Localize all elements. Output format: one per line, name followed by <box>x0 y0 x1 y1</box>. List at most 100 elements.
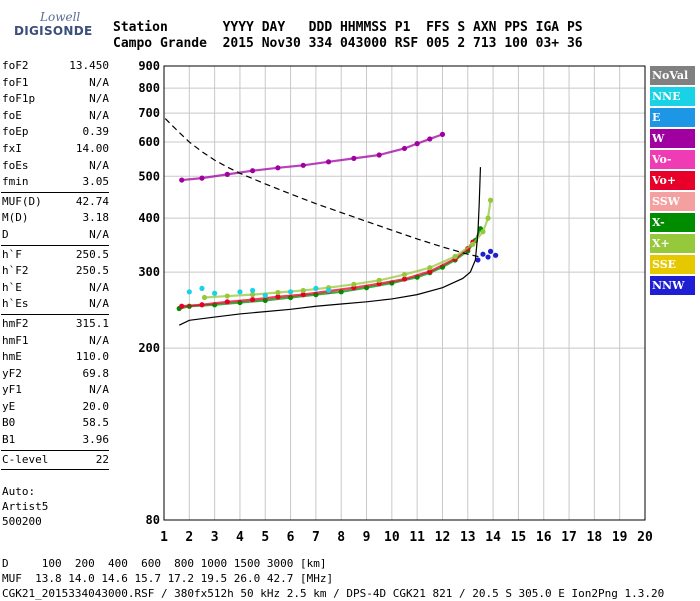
param-key: foF1 <box>2 75 29 89</box>
param-row: foF1 N/A <box>1 75 109 92</box>
auto-line2: Artist5 <box>2 500 49 513</box>
param-value: 22 <box>95 452 109 466</box>
legend-item-ssw: SSW <box>650 192 695 211</box>
x-tick-label: 19 <box>612 530 628 545</box>
legend-item-nne: NNE <box>650 87 695 106</box>
series-nne-point <box>212 290 218 296</box>
param-value: 58.5 <box>82 416 110 430</box>
series-nne-point <box>325 287 332 294</box>
x-tick-label: 3 <box>211 530 219 545</box>
x-tick-label: 7 <box>312 530 320 545</box>
header-line1: Station YYYY DAY DDD HHMMSS P1 FFS S AXN… <box>113 20 583 35</box>
param-row: M(D) 3.18 <box>1 210 109 227</box>
param-key: fmin <box>2 175 29 189</box>
param-key: h`F <box>2 247 22 261</box>
footer-line3: CGK21_2015334043000.RSF / 380fx512h 50 k… <box>2 587 665 600</box>
x-tick-label: 1 <box>160 530 168 545</box>
param-key: h`Es <box>2 297 29 311</box>
x-tick-label: 10 <box>384 530 400 545</box>
param-row: yE 20.0 <box>1 399 109 416</box>
param-key: foF2 <box>2 59 29 72</box>
logo-line1: Lowell <box>40 10 81 24</box>
footer: D 100 200 400 600 800 1000 1500 3000 [km… <box>2 556 664 601</box>
x-tick-label: 6 <box>287 530 295 545</box>
param-row: fmin 3.05 <box>1 174 109 191</box>
y-tick-label: 300 <box>138 265 160 279</box>
header-line2: Campo Grande 2015 Nov30 334 043000 RSF 0… <box>113 36 583 51</box>
series-nnw-point <box>480 251 486 257</box>
param-value: 3.05 <box>82 175 110 189</box>
param-row: fxI 14.00 <box>1 141 109 158</box>
param-row: h`F2 250.5 <box>1 263 109 280</box>
series-vo--trace-line <box>181 241 474 308</box>
series-nne-point <box>287 289 294 295</box>
auto-line3: 500200 <box>2 515 42 528</box>
y-tick-label: 400 <box>138 211 160 225</box>
param-key: MUF(D) <box>2 194 42 208</box>
y-tick-label: 600 <box>138 135 160 149</box>
autoscaling-info: Auto: Artist5 500200 <box>2 484 48 529</box>
legend-item-vo-: Vo- <box>650 150 695 169</box>
y-tick-label: 800 <box>138 81 160 95</box>
series-nnw-point <box>485 254 491 260</box>
panel-divider <box>1 469 109 471</box>
param-row: h`E N/A <box>1 280 109 297</box>
legend-item-sse: SSE <box>650 255 695 274</box>
param-row: foEp 0.39 <box>1 124 109 141</box>
series-nnw-point <box>487 248 494 254</box>
param-key: C-level <box>2 452 49 466</box>
param-value: 315.1 <box>75 316 109 330</box>
plot-area <box>164 66 645 520</box>
param-value: N/A <box>89 280 109 294</box>
param-value: N/A <box>89 227 109 241</box>
param-row: B0 58.5 <box>1 415 109 432</box>
muf-dashed-curve <box>164 118 481 258</box>
param-value: 69.8 <box>82 366 110 380</box>
x-tick-label: 4 <box>236 530 244 545</box>
param-value: 3.96 <box>82 433 110 447</box>
param-key: yE <box>2 399 16 413</box>
param-key: yF1 <box>2 383 22 397</box>
series-nnw-point <box>493 252 499 258</box>
param-row: foE N/A <box>1 108 109 125</box>
param-key: foEs <box>2 158 29 172</box>
footer-line1: D 100 200 400 600 800 1000 1500 3000 [km… <box>2 557 327 570</box>
param-key: foE <box>2 108 22 122</box>
station-header: Station YYYY DAY DDD HHMMSS P1 FFS S AXN… <box>113 20 583 52</box>
param-row: foF1p N/A <box>1 91 109 108</box>
param-value: 3.18 <box>82 211 110 225</box>
param-row: h`Es N/A <box>1 296 109 313</box>
legend-item-x-: X+ <box>650 234 695 253</box>
param-value: N/A <box>89 158 109 172</box>
param-row: foF2 13.450 <box>1 58 109 75</box>
x-tick-label: 11 <box>409 530 425 545</box>
series-w-point <box>179 177 185 183</box>
param-key: hmF1 <box>2 333 29 347</box>
x-tick-label: 14 <box>485 530 501 545</box>
legend-item-vo-: Vo+ <box>650 171 695 190</box>
x-tick-label: 15 <box>511 530 527 545</box>
series-vo--point <box>179 303 185 309</box>
x-tick-label: 2 <box>185 530 193 545</box>
x-tick-label: 20 <box>637 530 653 545</box>
param-row: MUF(D) 42.74 <box>1 194 109 211</box>
series-nne-point <box>237 289 243 295</box>
x-tick-label: 12 <box>435 530 451 545</box>
param-value: N/A <box>89 333 109 347</box>
y-tick-label: 500 <box>138 169 160 183</box>
param-key: fxI <box>2 141 22 155</box>
param-value: 0.39 <box>82 125 110 139</box>
param-row: h`F 250.5 <box>1 247 109 264</box>
param-key: B0 <box>2 416 16 430</box>
series-x--point <box>201 294 208 301</box>
x-tick-label: 9 <box>363 530 371 545</box>
param-row: C-level 22 <box>1 452 109 469</box>
legend-item-noval: NoVal <box>650 66 695 85</box>
series-nne-point <box>250 287 256 294</box>
param-key: h`E <box>2 280 22 294</box>
param-row: B1 3.96 <box>1 432 109 449</box>
param-value: N/A <box>89 297 109 311</box>
y-tick-label: 900 <box>138 59 160 73</box>
param-key: h`F2 <box>2 264 29 278</box>
lowell-digisonde-logo: Lowell DIGISONDE <box>2 10 107 42</box>
